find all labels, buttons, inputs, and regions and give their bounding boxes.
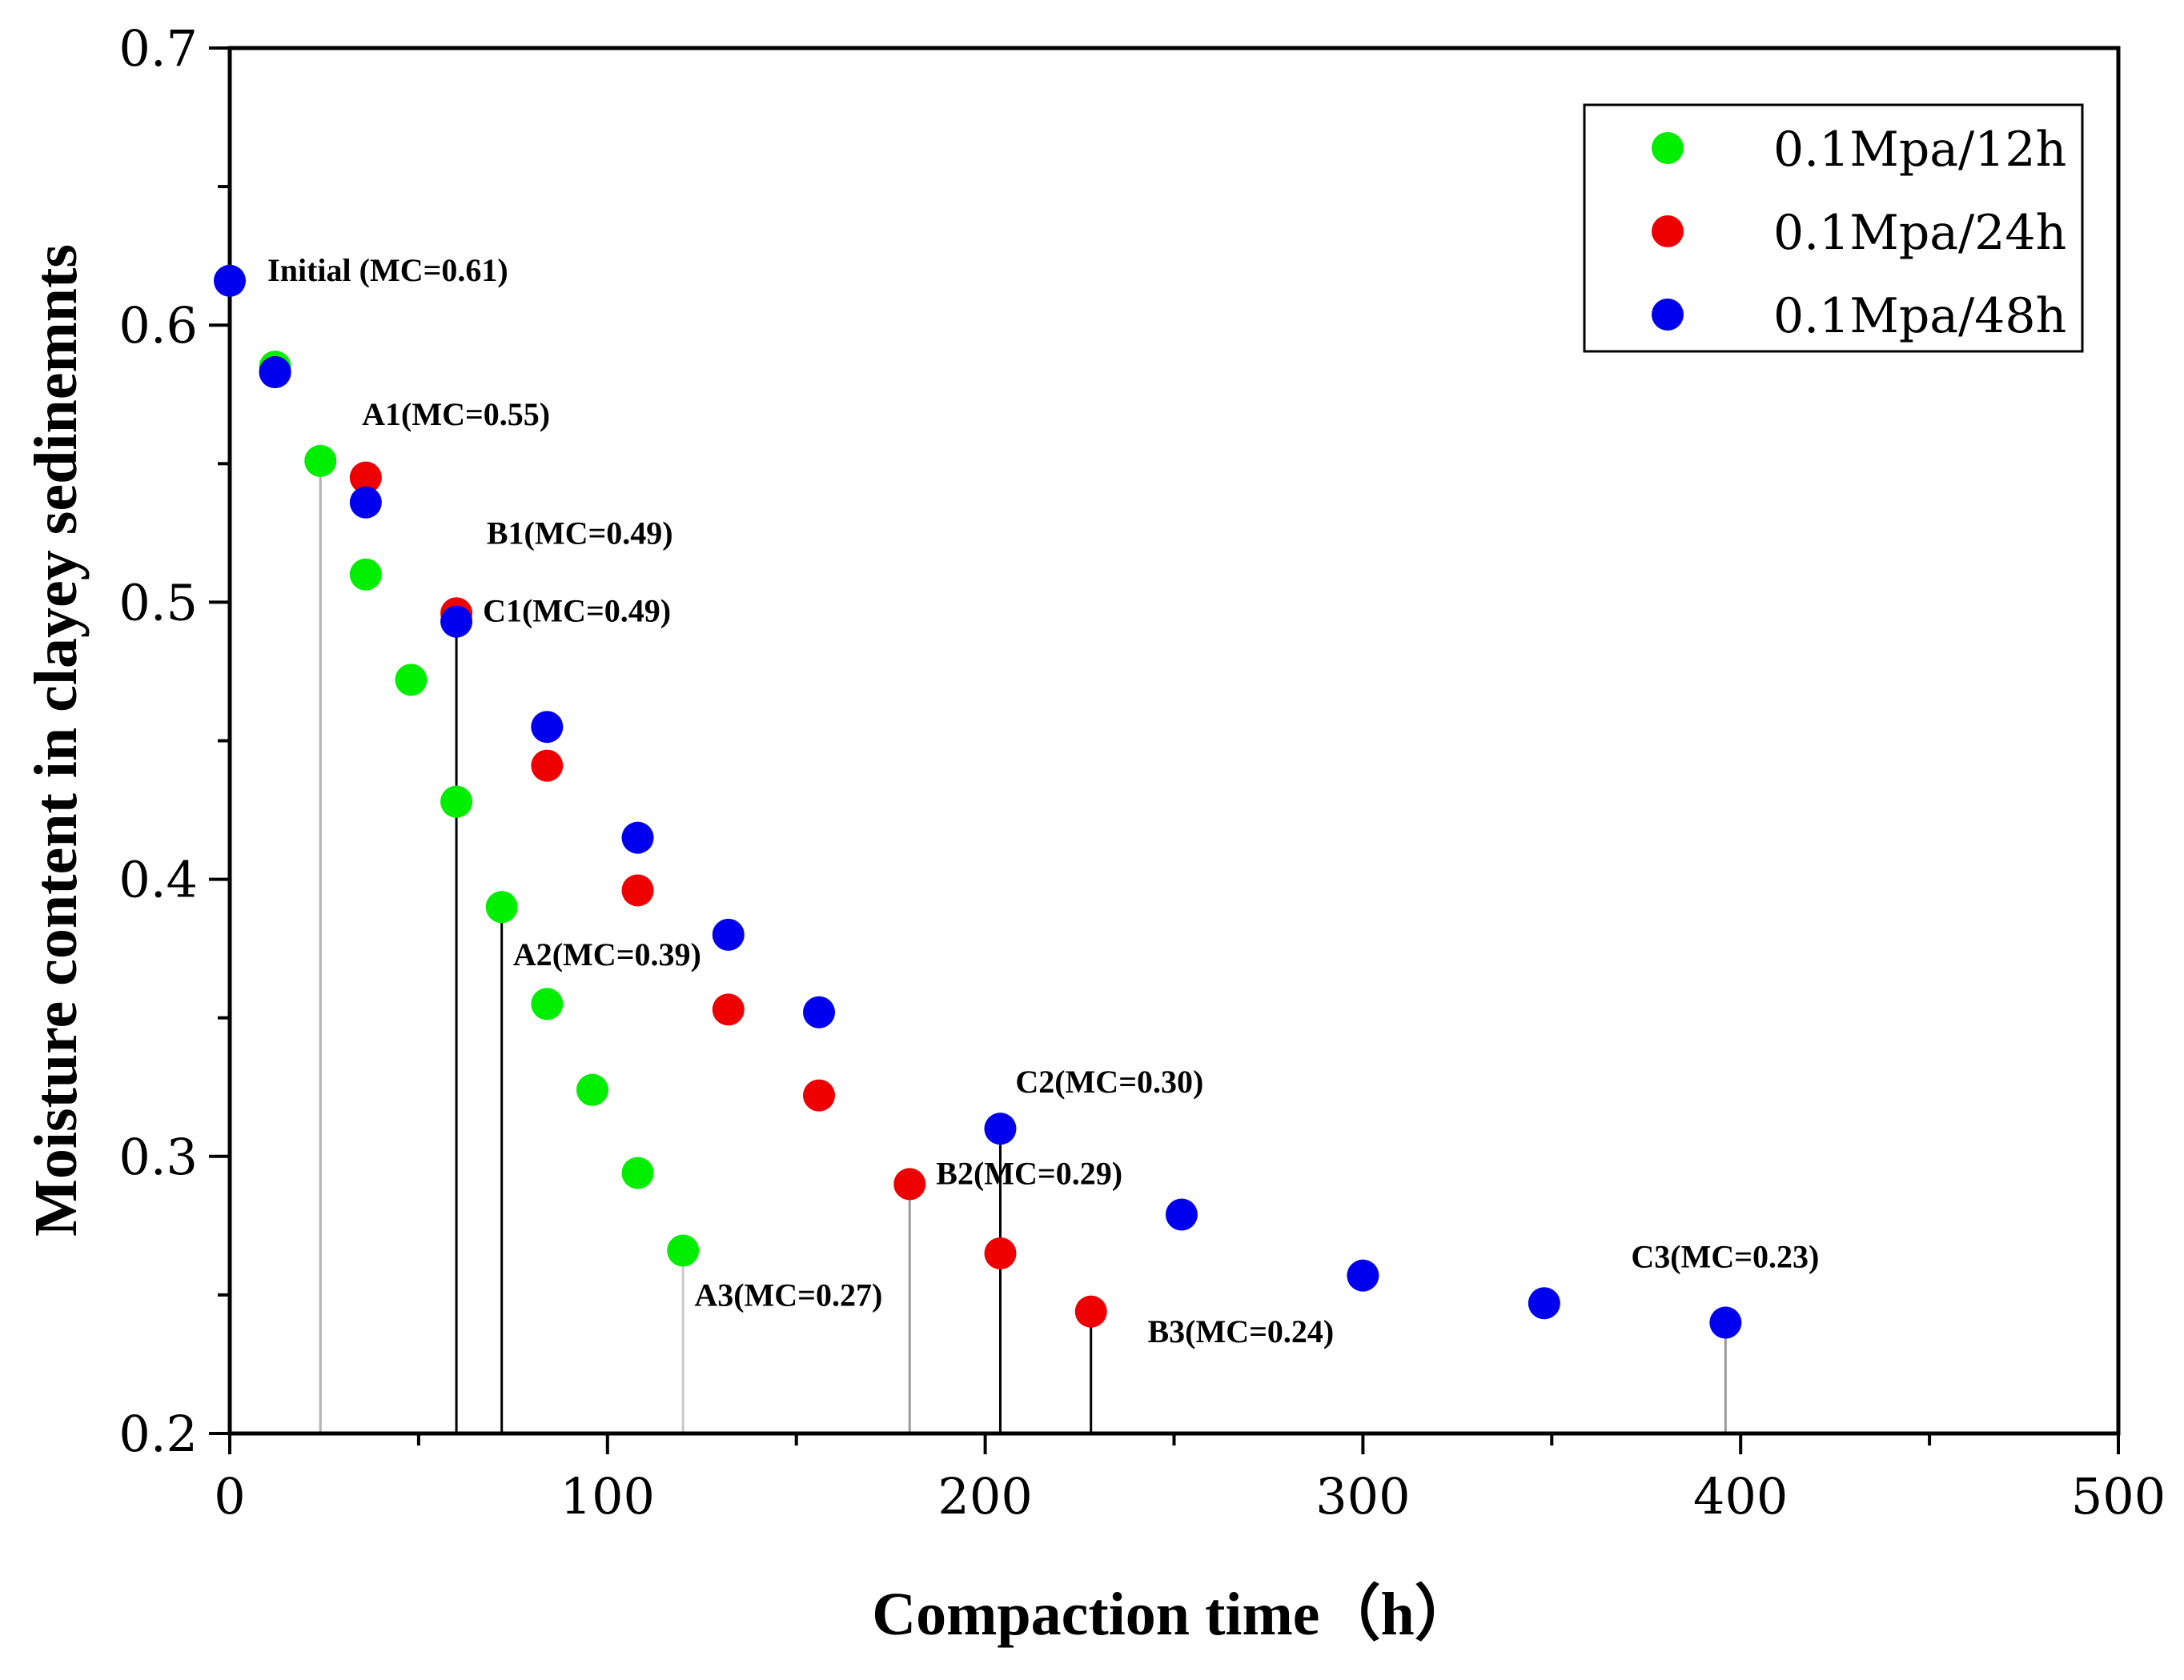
y-tick-label: 0.6 [118, 296, 198, 355]
data-point-series-2 [893, 1168, 926, 1201]
x-axis-title: Compaction time（h） [872, 1581, 1475, 1648]
annotations: Initial (MC=0.61) A1(MC=0.55) B1(MC=0.49) C… [267, 252, 1819, 1349]
data-point-series-2 [531, 749, 564, 782]
data-point-series-2 [1074, 1295, 1107, 1328]
point-annotation: B2(MC=0.29) [936, 1155, 1122, 1191]
legend-marker [1652, 132, 1684, 164]
data-point-series-3 [712, 918, 745, 951]
y-tick-label: 0.5 [118, 573, 198, 632]
data-point-series-1 [531, 988, 564, 1020]
x-tick-label: 300 [1315, 1467, 1410, 1526]
y-tick-label: 0.3 [118, 1128, 198, 1186]
drop-lines [319, 460, 1727, 1433]
data-point-series-1 [349, 558, 382, 591]
legend: 0.1Mpa/12h 0.1Mpa/24h 0.1Mpa/48h [1583, 103, 2084, 353]
legend-label: 0.1Mpa/48h [1773, 288, 2066, 344]
data-point-series-3 [214, 264, 246, 297]
data-point-series-1 [621, 1157, 654, 1189]
data-point-series-2 [803, 1079, 836, 1112]
data-point-series-3 [621, 821, 654, 854]
legend-marker [1652, 299, 1684, 331]
data-point-series-3 [259, 356, 291, 389]
data-point-series-1 [395, 664, 428, 696]
data-point-series-1 [667, 1234, 700, 1267]
data-points [214, 264, 1742, 1339]
data-point-series-3 [531, 711, 564, 744]
x-tick-label: 100 [560, 1467, 655, 1526]
data-point-series-3 [984, 1113, 1017, 1145]
data-point-series-2 [349, 461, 382, 494]
point-annotation: C2(MC=0.30) [1015, 1064, 1203, 1100]
x-tick-label: 400 [1693, 1467, 1788, 1526]
point-annotation: A1(MC=0.55) [362, 396, 550, 432]
point-annotation: A3(MC=0.27) [694, 1277, 882, 1313]
legend-label: 0.1Mpa/24h [1773, 205, 2066, 261]
point-annotation: Initial (MC=0.61) [267, 252, 508, 288]
data-point-series-2 [712, 993, 745, 1026]
data-point-series-3 [440, 605, 473, 638]
y-tick-label: 0.4 [118, 851, 198, 909]
data-point-series-1 [440, 785, 473, 818]
point-annotation: B3(MC=0.24) [1147, 1313, 1334, 1349]
point-annotation: C1(MC=0.49) [483, 593, 671, 629]
point-annotation: B1(MC=0.49) [487, 515, 673, 551]
x-tick-label: 0 [214, 1467, 245, 1526]
data-point-series-2 [621, 874, 654, 907]
x-tick-label: 200 [937, 1467, 1032, 1526]
x-tick-label: 500 [2071, 1467, 2166, 1526]
legend-marker [1652, 215, 1684, 247]
y-tick-label: 0.2 [118, 1405, 198, 1463]
data-point-series-1 [576, 1073, 608, 1106]
data-point-series-3 [803, 996, 836, 1028]
legend-label: 0.1Mpa/12h [1773, 122, 2066, 178]
data-point-series-3 [1528, 1287, 1560, 1320]
data-point-series-3 [1709, 1306, 1742, 1339]
y-axis-title: Moisture content in clayey sedinemnts [22, 244, 90, 1237]
data-point-series-3 [349, 486, 382, 519]
point-annotation: C3(MC=0.23) [1631, 1238, 1819, 1274]
data-point-series-1 [485, 891, 518, 924]
ticks: 0 100 200 300 400 500 0.2 0.3 0.4 0.5 0.6 0.7 [118, 19, 2166, 1526]
y-tick-label: 0.7 [118, 19, 198, 78]
data-point-series-3 [1347, 1259, 1379, 1292]
point-annotation: A2(MC=0.39) [513, 936, 701, 972]
data-point-series-2 [984, 1237, 1017, 1269]
data-point-series-3 [1165, 1198, 1198, 1231]
data-point-series-1 [304, 444, 337, 477]
